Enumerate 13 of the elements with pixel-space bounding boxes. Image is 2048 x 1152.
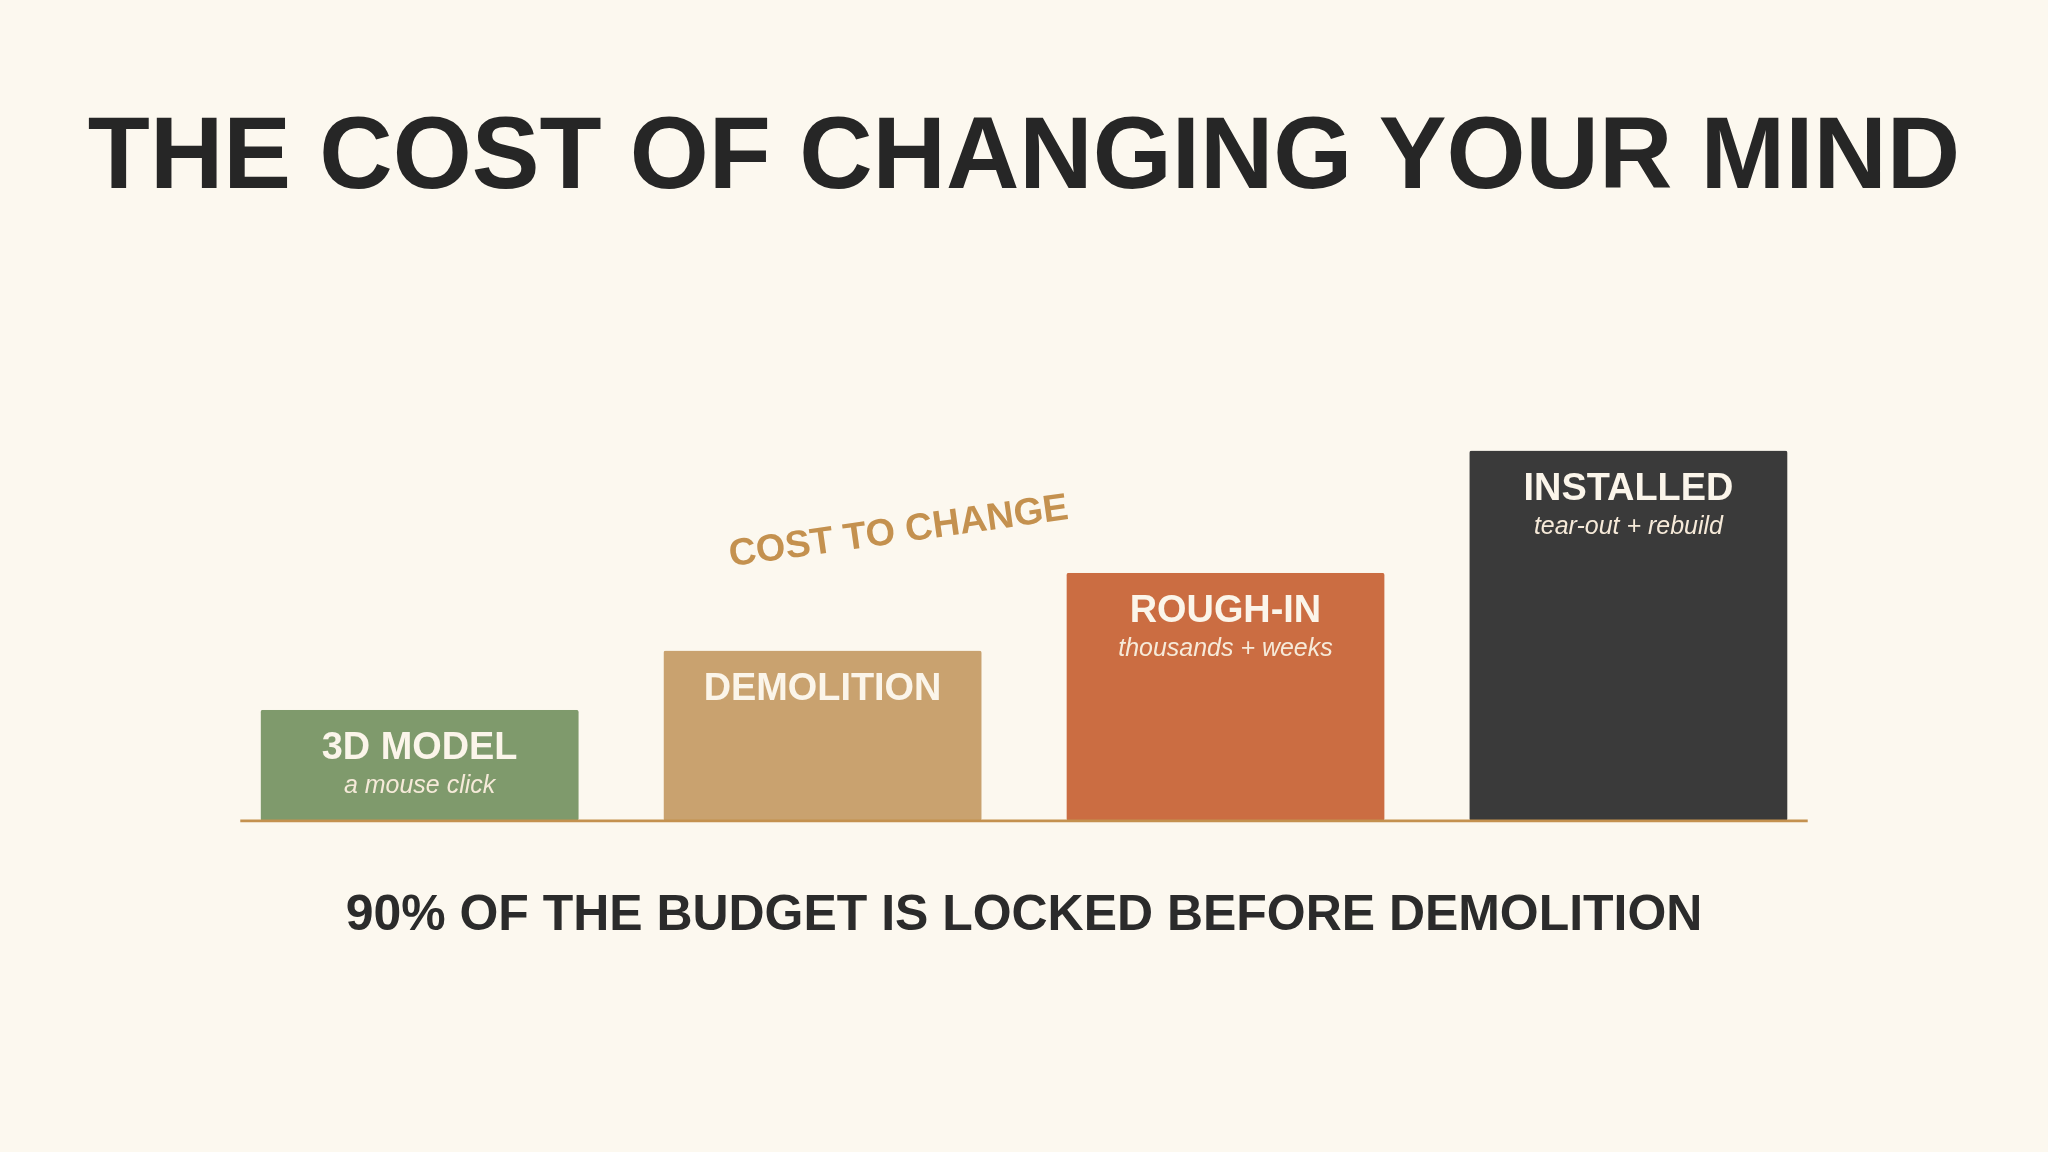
x-tick-label: 3D MODEL (321, 724, 518, 767)
x-tick-label: INSTALLED (1523, 465, 1734, 508)
bar (663, 650, 982, 821)
bar (1469, 450, 1788, 821)
text: 90% OF THE BUDGET IS LOCKED BEFORE DEMOLITION (345, 885, 1703, 942)
annotation: COST TO CHANGE (725, 485, 1071, 575)
chart-title: THE COST OF CHANGING YOUR MIND (87, 95, 1961, 210)
x-tick-label: ROUGH-IN (1129, 587, 1322, 630)
annotation: thousands + weeks (1118, 633, 1333, 662)
annotation: a mouse click (343, 770, 497, 799)
x-tick-label: DEMOLITION (703, 665, 942, 708)
annotation: tear-out + rebuild (1533, 511, 1725, 540)
bar (1066, 572, 1385, 821)
